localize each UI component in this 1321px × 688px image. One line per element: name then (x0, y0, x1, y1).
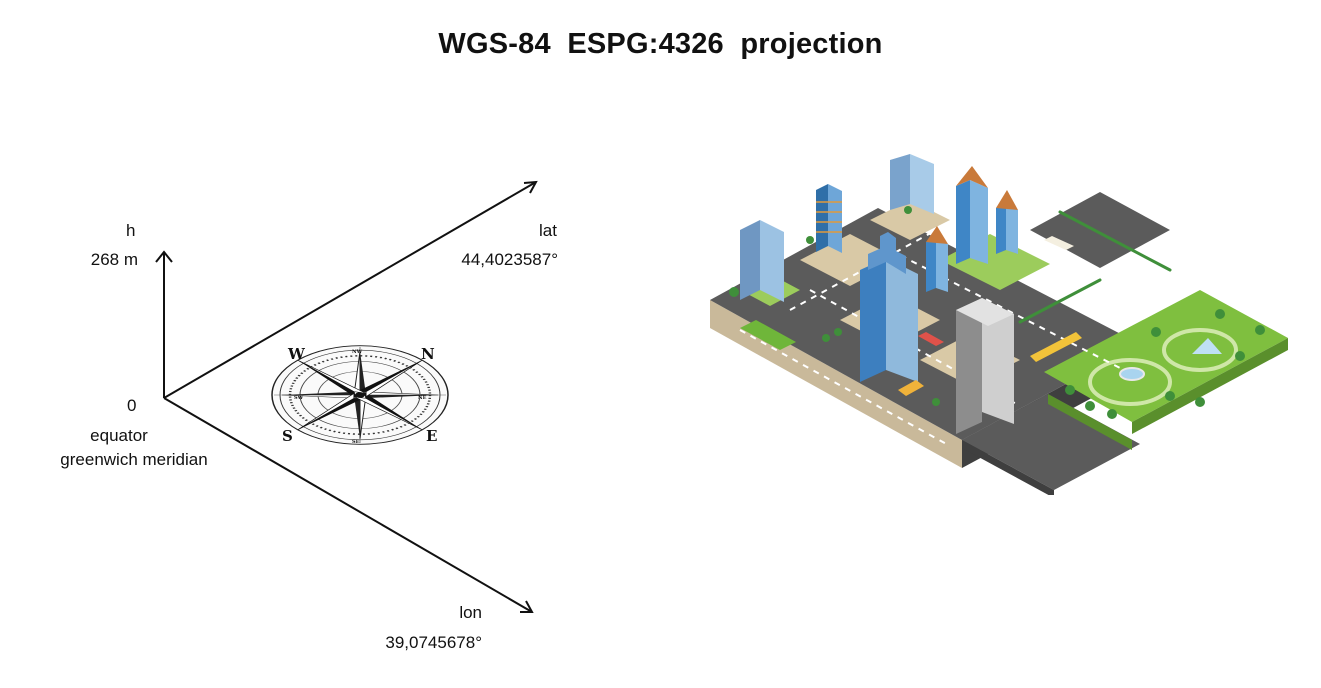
origin-meridian: greenwich meridian (60, 450, 208, 469)
truck-green (740, 320, 796, 350)
bus-yellow (1030, 332, 1082, 362)
building-grey-tower (956, 298, 1014, 434)
compass-nw-label: NW (352, 349, 363, 355)
building-twin-top (890, 154, 934, 214)
page-title: WGS-84 ESPG:4326 projection (438, 28, 883, 60)
isometric-city-illustration (710, 154, 1288, 495)
h-arrowhead (155, 250, 173, 263)
car-white (1044, 236, 1074, 250)
lat-arrowhead (523, 180, 538, 194)
lat-axis-value: 44,4023587° (461, 250, 558, 269)
compass-s-label: S (282, 427, 293, 445)
origin-value: 0 (127, 396, 137, 415)
lon-arrowhead (520, 600, 534, 613)
lon-axis-label: lon (459, 603, 482, 622)
building-spire-2 (996, 190, 1018, 254)
car-yellow (898, 380, 924, 396)
compass-e-label: E (426, 427, 437, 445)
origin-equator: equator (90, 426, 148, 445)
compass-sw-label: SW (294, 395, 304, 401)
building-striped (816, 184, 842, 253)
lat-axis (163, 181, 537, 399)
h-axis-value: 268 m (90, 250, 138, 269)
compass-se-label: SE (352, 439, 360, 445)
lat-axis-label: lat (539, 221, 557, 240)
building-tall-left (740, 220, 784, 302)
building-glass-center (860, 232, 918, 382)
lon-axis-value: 39,0745678° (385, 633, 482, 652)
compass-n-label: N (421, 345, 435, 363)
compass-w-label: W (287, 345, 306, 363)
car-red (918, 332, 944, 346)
building-spire-1 (956, 166, 988, 264)
compass-ne-label: NE (418, 395, 427, 401)
lon-axis (163, 397, 533, 613)
building-spire-3 (926, 226, 948, 292)
h-axis-label: h (126, 221, 136, 240)
axes-diagram (155, 180, 538, 613)
compass-rose-icon: W N S E NW NE SE SW (271, 345, 449, 445)
